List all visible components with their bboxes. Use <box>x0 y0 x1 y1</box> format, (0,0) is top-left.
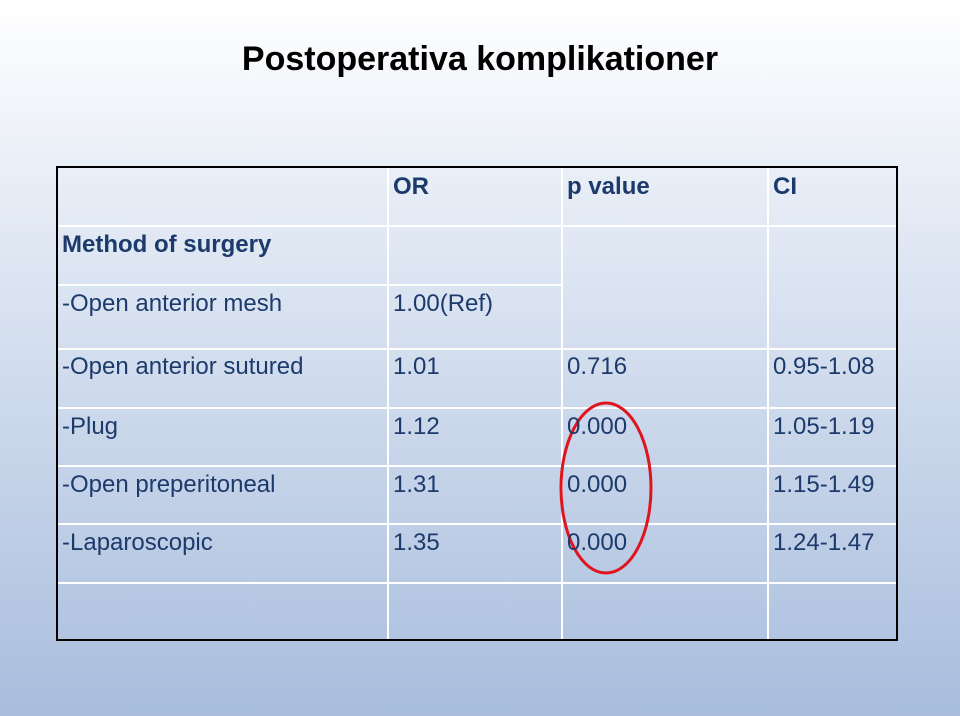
inner-grid <box>57 167 897 640</box>
table-cell: 1.05-1.19 <box>773 413 875 440</box>
table-cell: 0.000 <box>567 529 628 556</box>
row-label: -Open preperitoneal <box>62 471 276 498</box>
row-label: -Laparoscopic <box>62 529 213 556</box>
row-label: Method of surgery <box>62 231 272 258</box>
column-header: CI <box>773 173 797 200</box>
column-header: p value <box>567 173 650 200</box>
table-cell: 0.000 <box>567 413 628 440</box>
table-cell: 1.15-1.49 <box>773 471 875 498</box>
slide-title: Postoperativa komplikationer <box>241 40 719 78</box>
row-label: -Open anterior mesh <box>62 290 283 317</box>
highlight-circle <box>559 401 653 575</box>
table-cell: 1.24-1.47 <box>773 529 875 556</box>
table-cell: 1.31 <box>393 471 440 498</box>
table-cell: 1.35 <box>393 529 440 556</box>
column-header: OR <box>393 173 429 200</box>
table-border <box>56 166 898 641</box>
row-label: -Open anterior sutured <box>62 353 304 380</box>
table-cell: 1.00(Ref) <box>393 290 494 317</box>
table-cell: 1.12 <box>393 413 440 440</box>
table-cell: 0.716 <box>567 353 628 380</box>
table-cell: 1.01 <box>393 353 440 380</box>
table-cell: 0.95-1.08 <box>773 353 875 380</box>
table-cell: 0.000 <box>567 471 628 498</box>
row-label: -Plug <box>62 413 119 440</box>
